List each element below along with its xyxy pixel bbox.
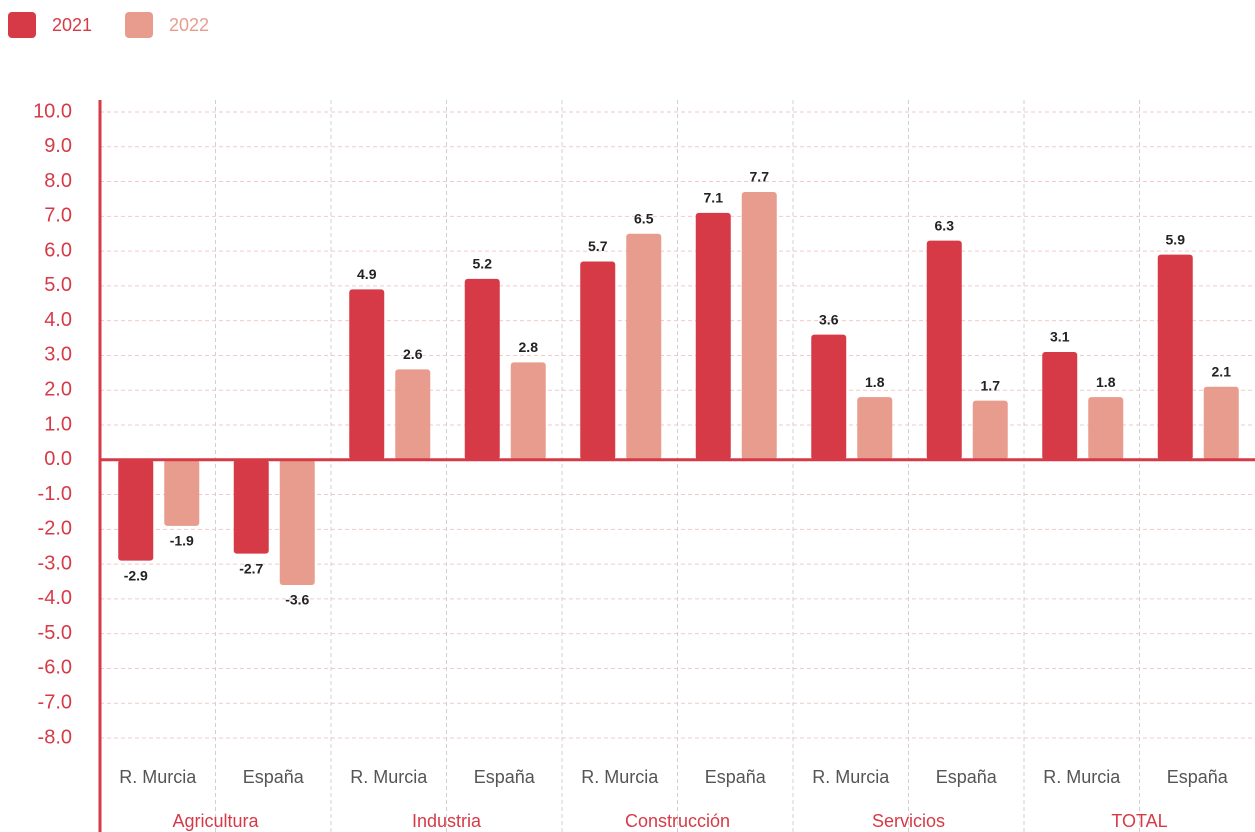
bar [926,240,962,460]
bar [510,362,546,460]
y-tick-label: -1.0 [38,483,72,505]
x-tick-label: R. Murcia [812,767,890,787]
y-tick-label: -2.0 [38,518,72,540]
bar [1203,386,1239,460]
legend-label: 2022 [169,15,209,35]
bar [349,289,385,460]
y-tick-label: -3.0 [38,552,72,574]
x-tick-label: España [936,767,998,787]
value-label: 3.1 [1050,329,1070,345]
group-label: Agricultura [172,811,259,831]
bar [1088,397,1124,460]
y-tick-label: -5.0 [38,622,72,644]
bar [626,233,662,460]
y-tick-label: -6.0 [38,657,72,679]
value-label: 1.8 [865,374,885,390]
group-label: Industria [412,811,482,831]
group-label: Servicios [872,811,945,831]
x-tick-label: R. Murcia [581,767,659,787]
y-tick-label: -4.0 [38,587,72,609]
y-tick-label: 4.0 [44,309,72,331]
x-tick-label: R. Murcia [119,767,197,787]
legend-swatch [8,12,36,38]
y-tick-label: 9.0 [44,135,72,157]
x-tick-label: España [474,767,536,787]
x-tick-label: España [1167,767,1229,787]
value-label: 1.7 [981,377,1001,393]
bar [233,459,269,554]
value-label: 7.7 [750,169,770,185]
value-label: 2.8 [519,339,539,355]
legend-label: 2021 [52,15,92,35]
y-tick-label: 2.0 [44,379,72,401]
value-label: 5.9 [1166,231,1186,247]
value-label: -2.9 [124,567,148,583]
value-label: 2.6 [403,346,423,362]
bar [1157,254,1193,460]
bar [279,459,315,585]
bar [395,369,431,460]
bar [1042,351,1078,460]
y-tick-label: 8.0 [44,170,72,192]
bar [972,400,1008,460]
bar [164,459,200,526]
group-label: Construcción [625,811,730,831]
x-tick-label: R. Murcia [350,767,428,787]
value-label: 5.7 [588,238,608,254]
y-tick-label: 7.0 [44,205,72,227]
bar [741,191,777,460]
bar [464,278,500,460]
y-tick-label: 6.0 [44,239,72,261]
y-tick-label: 3.0 [44,344,72,366]
bar [118,459,154,561]
legend-swatch [125,12,153,38]
bar [857,397,893,460]
x-tick-label: España [705,767,767,787]
value-label: -1.9 [170,533,194,549]
value-label: 6.3 [935,217,955,233]
x-tick-label: España [243,767,305,787]
y-tick-label: 10.0 [33,100,72,122]
group-label: TOTAL [1111,811,1167,831]
y-tick-label: -7.0 [38,692,72,714]
value-label: 5.2 [473,256,493,272]
y-tick-label: -8.0 [38,726,72,748]
value-label: 4.9 [357,266,377,282]
bar [695,212,731,460]
y-tick-label: 0.0 [44,448,72,470]
y-tick-label: 1.0 [44,413,72,435]
value-label: 7.1 [704,190,724,206]
value-label: -2.7 [239,560,263,576]
bar [580,261,616,460]
x-tick-label: R. Murcia [1043,767,1121,787]
value-label: 1.8 [1096,374,1116,390]
bar [811,334,847,460]
value-label: -3.6 [285,592,309,608]
value-label: 2.1 [1212,363,1232,379]
y-tick-label: 5.0 [44,274,72,296]
value-label: 3.6 [819,311,839,327]
value-label: 6.5 [634,210,654,226]
